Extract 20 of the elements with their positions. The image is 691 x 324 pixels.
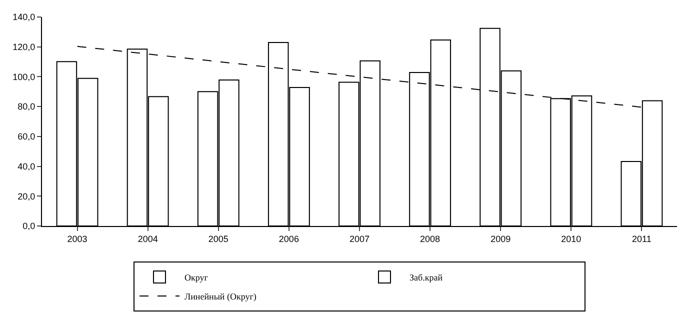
x-tick-label: 2011 xyxy=(632,234,652,244)
y-tick-label: 140,0 xyxy=(12,12,36,22)
x-tick-label: 2006 xyxy=(278,234,299,244)
y-tick-label: 120,0 xyxy=(12,42,36,52)
y-tick-label: 20,0 xyxy=(18,191,36,202)
y-tick-label: 0,0 xyxy=(22,221,36,232)
y-tick-label: 100,0 xyxy=(12,72,36,82)
x-tick-label: 2007 xyxy=(349,234,370,244)
x-tick-label: 2004 xyxy=(138,234,158,244)
legend-label: Заб.край xyxy=(410,272,443,283)
x-tick-label: 2005 xyxy=(208,234,228,244)
y-tick-label: 60,0 xyxy=(18,132,36,142)
legend-label: Округ xyxy=(184,272,208,283)
x-tick-label: 2003 xyxy=(67,234,88,244)
legend-label: Линейный (Округ) xyxy=(184,292,256,302)
y-tick-label: 80,0 xyxy=(18,102,36,112)
x-tick-label: 2009 xyxy=(490,234,511,244)
x-tick-label: 2010 xyxy=(561,234,582,244)
x-tick-label: 2008 xyxy=(420,234,440,244)
y-tick-label: 40,0 xyxy=(18,161,36,172)
